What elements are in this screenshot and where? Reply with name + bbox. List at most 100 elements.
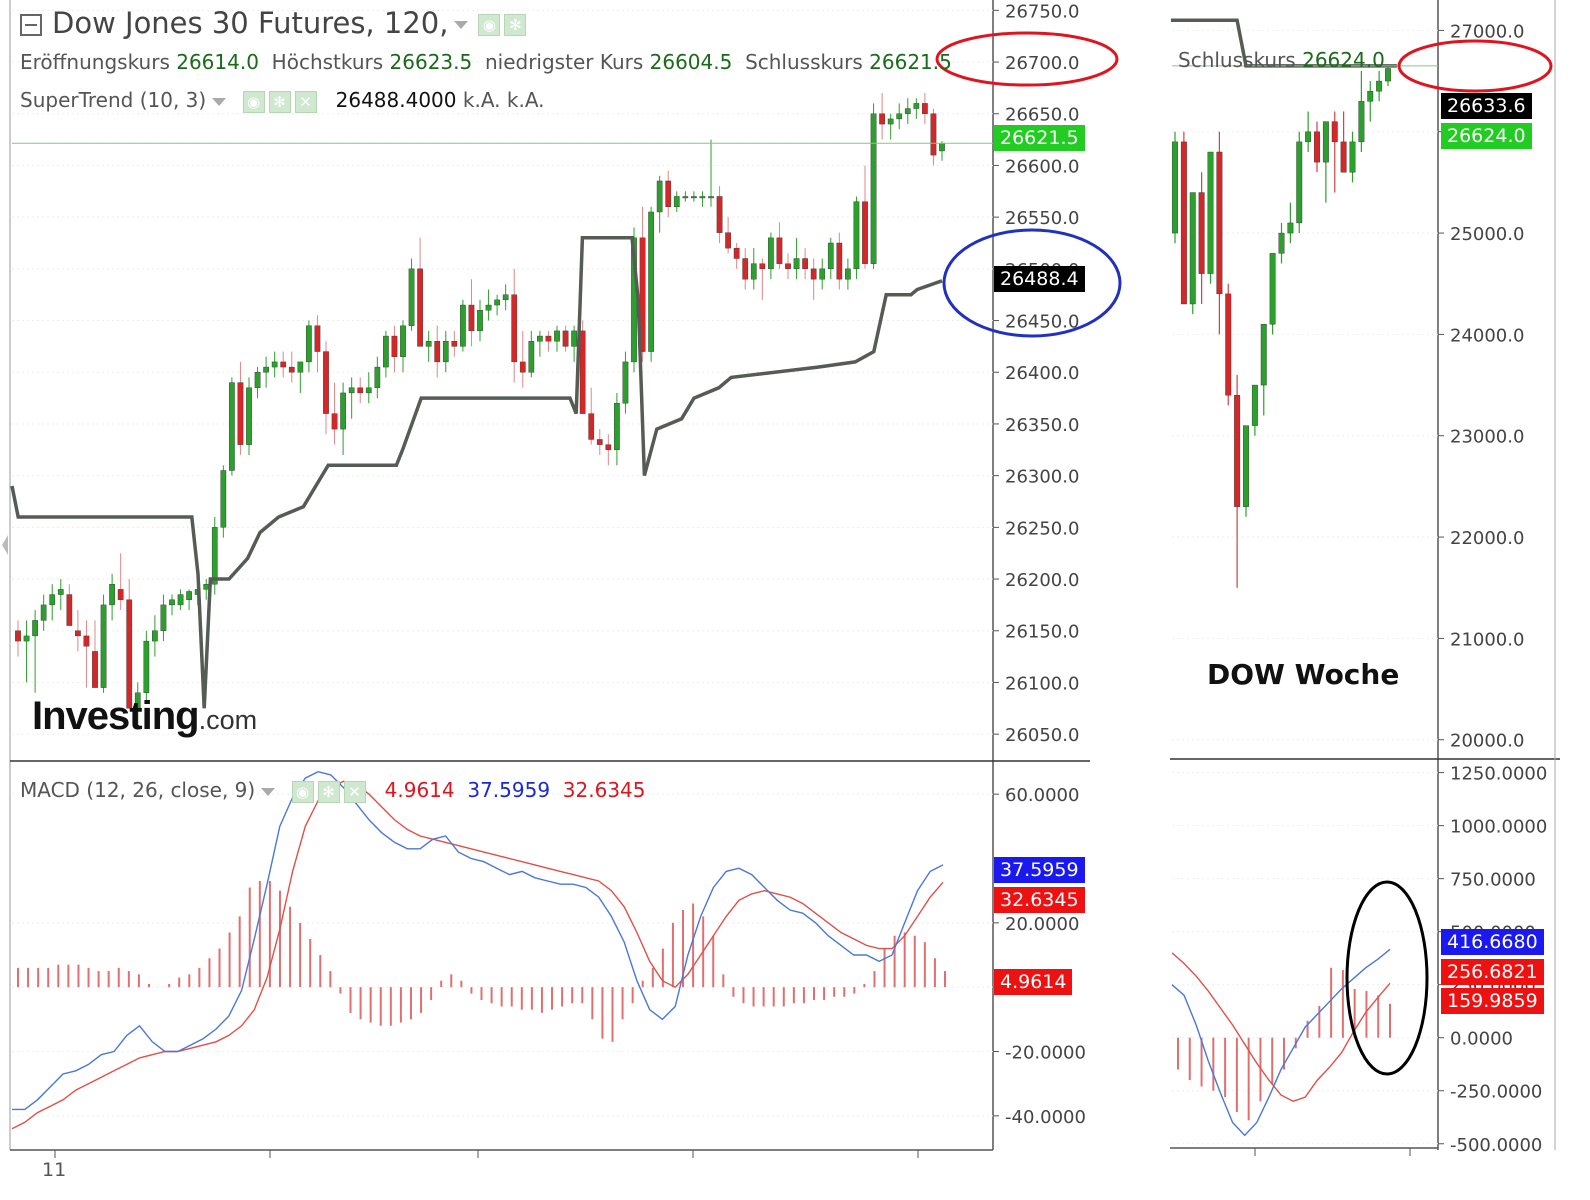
macd-y-tick-label: -20.0000: [1005, 1043, 1086, 1064]
weekly-macd-tag: 416.6680: [1441, 929, 1544, 955]
macd-y-tick-label: 60.0000: [1005, 785, 1079, 806]
candle-body: [673, 196, 680, 208]
candle-body: [699, 196, 706, 199]
main-y-tick-label: 26300.0: [1005, 467, 1079, 488]
candle-body: [434, 341, 441, 363]
signal-price-tag: 32.6345: [994, 887, 1085, 913]
weekly-candle-body: [1340, 141, 1347, 173]
candle-body: [571, 330, 577, 347]
main-y-tick-label: 26250.0: [1005, 518, 1079, 539]
weekly-candle-body: [1172, 141, 1178, 234]
candle-body: [904, 108, 911, 114]
weekly-macd-y-tick-label: 1000.0000: [1450, 817, 1547, 838]
main-y-tick-label: 26450.0: [1005, 312, 1079, 333]
chevron-down-icon[interactable]: [454, 21, 469, 29]
weekly-macd-y-tick-label: 750.0000: [1450, 870, 1536, 891]
hist-price-tag: 4.9614: [994, 969, 1073, 995]
weekly-candle-body: [1260, 324, 1267, 386]
candle-body: [365, 387, 372, 394]
gear-icon[interactable]: ✻: [317, 780, 340, 803]
candle-body: [203, 584, 210, 590]
candle-body: [23, 635, 30, 642]
candle-body: [793, 258, 800, 270]
weekly-last-tag: 26624.0: [1441, 123, 1532, 149]
candle-body: [57, 589, 64, 595]
candle-body: [588, 413, 595, 440]
candle-body: [605, 444, 612, 450]
main-y-tick-label: 26600.0: [1005, 156, 1079, 177]
candle-body: [887, 118, 894, 125]
weekly-candle-body: [1287, 222, 1294, 234]
chevron-down-icon[interactable]: [212, 97, 227, 106]
candle-body: [656, 180, 663, 213]
eye-icon[interactable]: ◉: [478, 14, 501, 36]
high-label: Höchstkurs: [271, 50, 384, 74]
candle-body: [92, 651, 98, 688]
supertrend-price-tag: 26488.4: [994, 266, 1085, 292]
chevron-down-icon[interactable]: [261, 787, 276, 796]
low-value: 26604.5: [649, 50, 733, 74]
candle-body: [220, 470, 227, 528]
ohlc-row: Eröffnungskurs 26614.0 Höchstkurs 26623.…: [20, 50, 952, 74]
main-y-tick-label: 26150.0: [1005, 622, 1079, 643]
main-y-tick-label: 26650.0: [1005, 105, 1079, 126]
candle-body: [49, 594, 56, 606]
candle-body: [853, 201, 860, 270]
close-icon[interactable]: ✕: [343, 780, 366, 803]
candle-body: [314, 325, 321, 352]
candle-body: [879, 113, 885, 125]
weekly-signal-tag: 256.6821: [1441, 959, 1544, 985]
weekly-candle-body: [1225, 293, 1232, 396]
macd-line: [12, 770, 944, 1111]
macd-hist-value: 4.9614: [384, 778, 455, 802]
weekly-y-tick-label: 27000.0: [1450, 21, 1524, 42]
candle-body: [622, 361, 629, 404]
macd-header: MACD (12, 26, close, 9) ◉ ✻ ✕ 4.9614 37.59…: [20, 778, 646, 803]
weekly-candle-body: [1278, 232, 1285, 254]
candle-body: [554, 330, 560, 342]
candle-body: [246, 387, 252, 445]
weekly-candle-body: [1216, 151, 1223, 295]
candle-body: [870, 113, 877, 264]
candle-body: [357, 387, 364, 394]
candle-body: [733, 247, 740, 259]
candle-body: [152, 630, 158, 642]
candle-body: [408, 268, 415, 326]
candle-body: [280, 361, 287, 368]
annotation-ellipse-black: [1345, 880, 1429, 1076]
weekly-macd-line: [1171, 948, 1391, 1137]
candle-body: [83, 635, 90, 647]
weekly-candle-body: [1367, 90, 1374, 102]
candle-body: [288, 366, 295, 373]
close-icon[interactable]: ✕: [294, 90, 317, 113]
supertrend-na-1: k.A.: [462, 88, 501, 112]
macd-price-tag: 37.5959: [994, 857, 1085, 883]
macd-label: MACD (12, 26, close, 9): [20, 778, 256, 802]
eye-icon[interactable]: ◉: [291, 780, 314, 803]
candle-body: [271, 361, 278, 368]
gear-icon[interactable]: ✻: [268, 90, 291, 113]
gear-icon[interactable]: ✻: [504, 14, 527, 36]
candle-body: [519, 361, 526, 373]
candle-body: [708, 196, 714, 199]
open-label: Eröffnungskurs: [20, 50, 170, 74]
weekly-candle-body: [1385, 68, 1391, 82]
candle-body: [810, 268, 817, 280]
candle-body: [40, 604, 47, 621]
candle-body: [100, 604, 107, 688]
main-y-tick-label: 26400.0: [1005, 363, 1079, 384]
candle-body: [263, 366, 269, 373]
candle-body: [502, 294, 509, 301]
candle-body: [143, 640, 150, 693]
candle-body: [862, 201, 868, 264]
weekly-candle-body: [1376, 80, 1383, 92]
annotation-ellipse-red: [935, 31, 1119, 87]
weekly-candle-body: [1331, 121, 1338, 143]
candle-body: [511, 294, 518, 363]
eye-icon[interactable]: ◉: [242, 90, 265, 113]
candle-body: [468, 304, 475, 332]
candle-body: [340, 392, 346, 430]
last-price-tag: 26621.5: [994, 125, 1085, 151]
macd-y-tick-label: -40.0000: [1005, 1107, 1086, 1128]
collapse-icon[interactable]: [20, 14, 42, 36]
